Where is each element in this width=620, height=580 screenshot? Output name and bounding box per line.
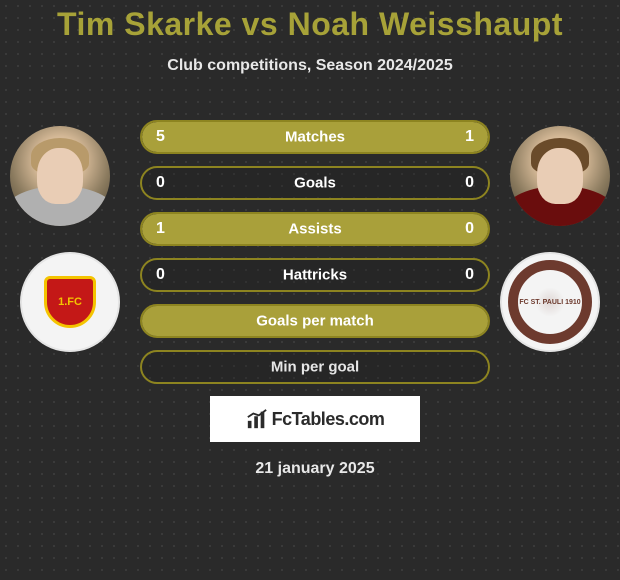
stat-value-right: 0 bbox=[465, 266, 474, 284]
avatar-head bbox=[37, 148, 83, 204]
infographic-container: Tim Skarke vs Noah Weisshaupt Club compe… bbox=[0, 0, 620, 580]
club-abbrev-right: FC ST. PAULI 1910 bbox=[519, 299, 580, 306]
stat-label: Assists bbox=[142, 221, 488, 238]
brand-chart-icon bbox=[246, 408, 268, 430]
stat-label: Goals bbox=[142, 175, 488, 192]
stat-label: Matches bbox=[142, 129, 488, 146]
stat-row-goals-per-match: Goals per match bbox=[140, 304, 490, 338]
stat-label: Min per goal bbox=[142, 359, 488, 376]
stat-row-hattricks: 0 Hattricks 0 bbox=[140, 258, 490, 292]
stat-row-matches: 5 Matches 1 bbox=[140, 120, 490, 154]
brand-badge: FcTables.com bbox=[210, 396, 420, 442]
stat-row-min-per-goal: Min per goal bbox=[140, 350, 490, 384]
stat-label: Goals per match bbox=[142, 313, 488, 330]
player-avatar-right bbox=[510, 126, 610, 226]
club-ring-icon: FC ST. PAULI 1910 bbox=[508, 260, 592, 344]
stat-value-right: 1 bbox=[465, 128, 474, 146]
date-text: 21 january 2025 bbox=[140, 460, 490, 478]
stat-row-assists: 1 Assists 0 bbox=[140, 212, 490, 246]
stat-value-right: 0 bbox=[465, 220, 474, 238]
stat-value-right: 0 bbox=[465, 174, 474, 192]
club-abbrev-left: 1.FC bbox=[58, 296, 82, 308]
page-title: Tim Skarke vs Noah Weisshaupt bbox=[0, 0, 620, 43]
club-logo-right: FC ST. PAULI 1910 bbox=[500, 252, 600, 352]
subtitle: Club competitions, Season 2024/2025 bbox=[0, 57, 620, 75]
club-shield-icon: 1.FC bbox=[44, 276, 96, 328]
stats-block: 5 Matches 1 0 Goals 0 1 Assists 0 0 Hatt… bbox=[140, 120, 490, 478]
avatar-head bbox=[537, 148, 583, 204]
club-logo-left: 1.FC bbox=[20, 252, 120, 352]
stat-label: Hattricks bbox=[142, 267, 488, 284]
stat-row-goals: 0 Goals 0 bbox=[140, 166, 490, 200]
player-avatar-left bbox=[10, 126, 110, 226]
brand-text: FcTables.com bbox=[272, 409, 385, 430]
